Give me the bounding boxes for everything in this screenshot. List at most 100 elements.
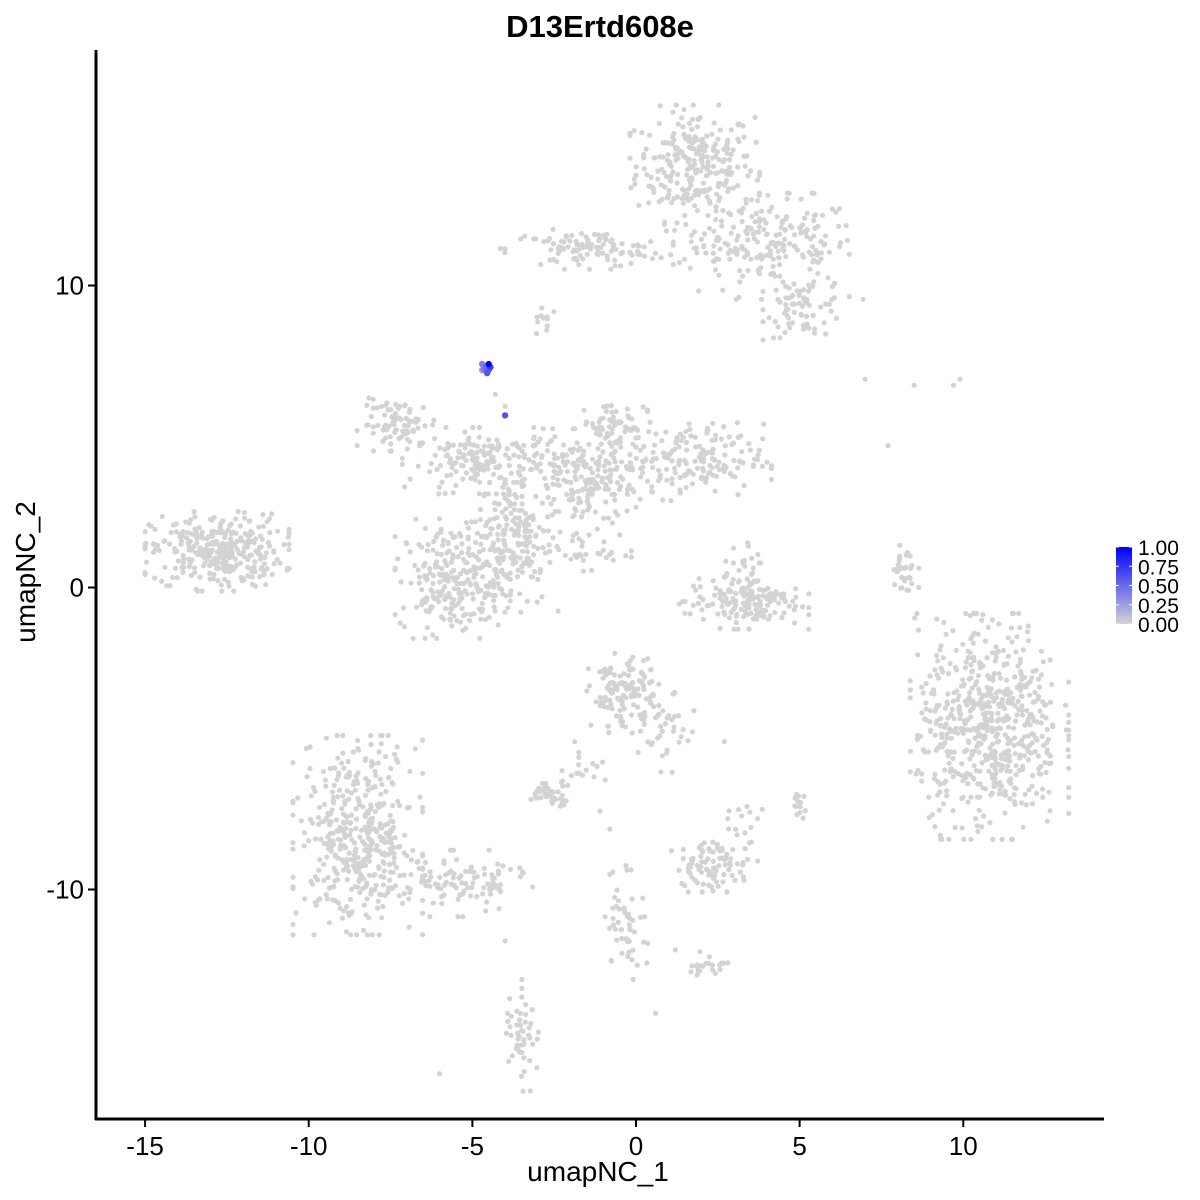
cell-point (546, 542, 552, 548)
cell-point (496, 524, 502, 530)
cell-point (586, 532, 592, 538)
cell-point (420, 737, 426, 743)
cell-point (434, 467, 440, 473)
cell-point (569, 538, 576, 544)
cell-point (826, 249, 833, 255)
cell-point (388, 441, 394, 447)
cell-point (336, 787, 343, 793)
cell-point (460, 463, 466, 469)
cell-point (453, 460, 459, 466)
cell-point (818, 239, 824, 245)
cell-point (626, 949, 632, 955)
cell-point (251, 564, 257, 570)
cell-point (551, 456, 558, 462)
cell-point (518, 609, 524, 615)
cell-point (392, 835, 398, 841)
cell-point (800, 322, 807, 328)
cell-point (466, 545, 472, 552)
cell-point (317, 857, 323, 863)
cell-point (672, 227, 678, 233)
cell-point (980, 612, 986, 618)
cell-point (476, 491, 482, 497)
cell-point (407, 439, 413, 445)
cell-point (653, 431, 659, 437)
cell-point (1036, 676, 1042, 682)
cell-point (617, 673, 623, 679)
cell-point (417, 794, 423, 800)
cell-point (984, 655, 990, 661)
cell-point (975, 828, 981, 835)
cell-point (993, 726, 999, 732)
cell-point (828, 308, 834, 314)
cell-point (1002, 732, 1008, 738)
cell-point (608, 701, 614, 707)
cell-point (697, 949, 703, 955)
cell-point (357, 889, 363, 896)
cell-point (629, 486, 635, 493)
cell-point (455, 554, 461, 560)
cell-point (389, 779, 395, 786)
cell-point (471, 875, 477, 881)
cell-point (989, 754, 995, 761)
cell-point (1066, 810, 1072, 817)
cell-point (990, 741, 996, 747)
cell-point (735, 579, 742, 585)
cell-point (470, 591, 476, 597)
cell-point (961, 836, 967, 843)
cell-point (199, 588, 205, 594)
cell-point (365, 787, 371, 793)
cell-point (754, 239, 761, 245)
cell-point (364, 896, 370, 902)
cell-point (395, 405, 401, 411)
cell-point (368, 837, 374, 843)
cell-point (589, 567, 595, 573)
cell-point (649, 256, 656, 262)
cell-point (197, 574, 203, 580)
cell-point (343, 774, 349, 780)
cell-point (704, 133, 710, 139)
cell-point (491, 584, 497, 590)
cell-point (518, 236, 524, 242)
cell-point (601, 515, 607, 521)
cell-point (336, 900, 342, 906)
cell-point (997, 725, 1004, 732)
cell-point (729, 872, 735, 879)
cell-point (379, 732, 385, 739)
cell-point (735, 492, 741, 498)
cell-point (651, 189, 657, 195)
cell-point (381, 868, 387, 874)
cell-point (710, 578, 716, 584)
cell-point (152, 575, 158, 581)
cell-point (379, 915, 385, 921)
cell-point (979, 617, 985, 623)
cell-point (597, 694, 603, 700)
cell-point (739, 813, 745, 819)
cell-point (415, 858, 421, 865)
cell-point (393, 864, 400, 871)
cell-point (1027, 742, 1033, 749)
cell-point (460, 914, 466, 920)
cell-point (952, 825, 958, 831)
cell-point (563, 234, 570, 240)
cell-point (822, 241, 828, 247)
cell-point (775, 248, 781, 254)
cell-point (290, 921, 296, 928)
cell-point (688, 969, 694, 975)
cell-point (418, 544, 425, 550)
cell-point (450, 847, 456, 853)
cell-point (521, 541, 527, 547)
cell-point (506, 462, 512, 469)
cell-point (500, 863, 506, 869)
cell-point (539, 780, 546, 786)
cell-point (392, 410, 398, 416)
cell-point (991, 783, 997, 790)
cell-point (736, 294, 742, 300)
cell-point (712, 141, 718, 147)
cell-point (435, 564, 441, 570)
cell-point (390, 844, 396, 851)
cell-point (628, 554, 635, 560)
cell-point (369, 785, 375, 791)
cell-point (950, 698, 956, 704)
cell-point (469, 885, 475, 891)
cell-point (1030, 773, 1036, 779)
